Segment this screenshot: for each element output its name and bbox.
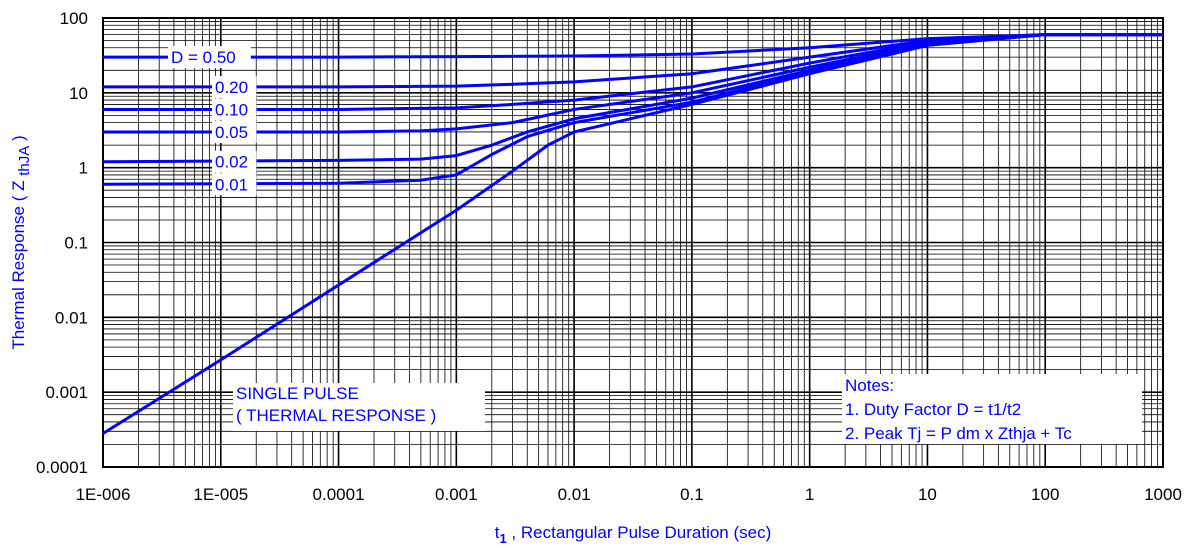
series-line xyxy=(102,33,1163,435)
notes-line: 1. Duty Factor D = t1/t2 xyxy=(845,400,1021,419)
y-tick-label: 0.1 xyxy=(64,234,88,253)
y-tick-label: 100 xyxy=(60,9,88,28)
y-tick-label: 0.01 xyxy=(55,308,88,327)
single-pulse-line: SINGLE PULSE xyxy=(236,384,359,403)
series-label-background xyxy=(212,98,257,121)
series-label-text: 0.05 xyxy=(215,123,248,142)
x-axis-label: t1 , Rectangular Pulse Duration (sec) xyxy=(495,523,772,546)
y-axis-label-subscript: thJA xyxy=(16,146,33,176)
x-tick-label: 0.001 xyxy=(435,485,478,504)
y-tick-label: 10 xyxy=(69,84,88,103)
x-tick-label: 1000 xyxy=(1144,485,1182,504)
y-tick-label: 0.0001 xyxy=(36,458,88,477)
series-label-text: 0.02 xyxy=(215,153,248,172)
x-tick-label: 0.01 xyxy=(558,485,591,504)
series-label: D = 0.50 xyxy=(168,46,251,69)
series-label-background xyxy=(212,120,257,143)
series-label-text: 0.01 xyxy=(215,175,248,194)
notes-annotation: Notes: 1. Duty Factor D = t1/t2 2. Peak Tj… xyxy=(842,374,1142,444)
y-axis-label-main: Thermal Response ( Z xyxy=(9,176,28,350)
series-line xyxy=(103,33,1163,89)
series-label: 0.05 xyxy=(212,120,257,143)
x-tick-label: 0.0001 xyxy=(313,485,365,504)
x-tick-label: 100 xyxy=(1031,485,1059,504)
plot-frame xyxy=(102,17,1164,468)
x-axis-label-subscript: 1 xyxy=(499,531,506,546)
single-pulse-line: ( THERMAL RESPONSE ) xyxy=(236,406,436,425)
series-label: 0.20 xyxy=(212,75,257,98)
annotations: D = 0.50 0.20 0.10 0.05 0.02 0.01 SINGLE PULSE… xyxy=(168,46,1142,444)
notes-line: Notes: xyxy=(845,376,894,395)
x-axis-label-main: t xyxy=(495,523,500,542)
x-axis-label-rest: , Rectangular Pulse Duration (sec) xyxy=(507,523,772,542)
y-tick-label: 1 xyxy=(79,159,88,178)
x-tick-label: 1 xyxy=(805,485,814,504)
x-tick-label: 10 xyxy=(918,485,937,504)
x-tick-label: 0.1 xyxy=(680,485,704,504)
notes-background xyxy=(842,374,1142,444)
series-label: 0.10 xyxy=(212,98,257,121)
x-tick-label: 1E-005 xyxy=(193,485,248,504)
y-tick-labels: 100 10 1 0.1 0.01 0.001 0.0001 xyxy=(36,9,88,477)
y-tick-label: 0.001 xyxy=(45,383,88,402)
series-group xyxy=(102,33,1163,435)
series-label-text: 0.10 xyxy=(215,100,248,119)
series-label-text: D = 0.50 xyxy=(171,48,236,67)
notes-line: 2. Peak Tj = P dm x Zthja + Tc xyxy=(845,424,1072,443)
y-axis-label-rest: ) xyxy=(9,135,28,145)
series-label-text: 0.20 xyxy=(215,78,248,97)
single-pulse-annotation: SINGLE PULSE ( THERMAL RESPONSE ) xyxy=(233,383,485,431)
single-pulse-background xyxy=(233,383,485,431)
series-label-background xyxy=(212,75,257,98)
series-line xyxy=(103,33,1163,111)
series-label-background xyxy=(168,46,251,69)
series-label: 0.01 xyxy=(212,173,257,196)
series-label-background xyxy=(212,150,257,173)
y-axis-label: Thermal Response ( Z thJA ) xyxy=(9,135,33,349)
x-tick-labels: 1E-006 1E-005 0.0001 0.001 0.01 0.1 1 10 100 1000 xyxy=(76,485,1182,504)
series-label: 0.02 xyxy=(212,150,257,173)
series-label-background xyxy=(212,173,257,196)
x-tick-label: 1E-006 xyxy=(76,485,131,504)
